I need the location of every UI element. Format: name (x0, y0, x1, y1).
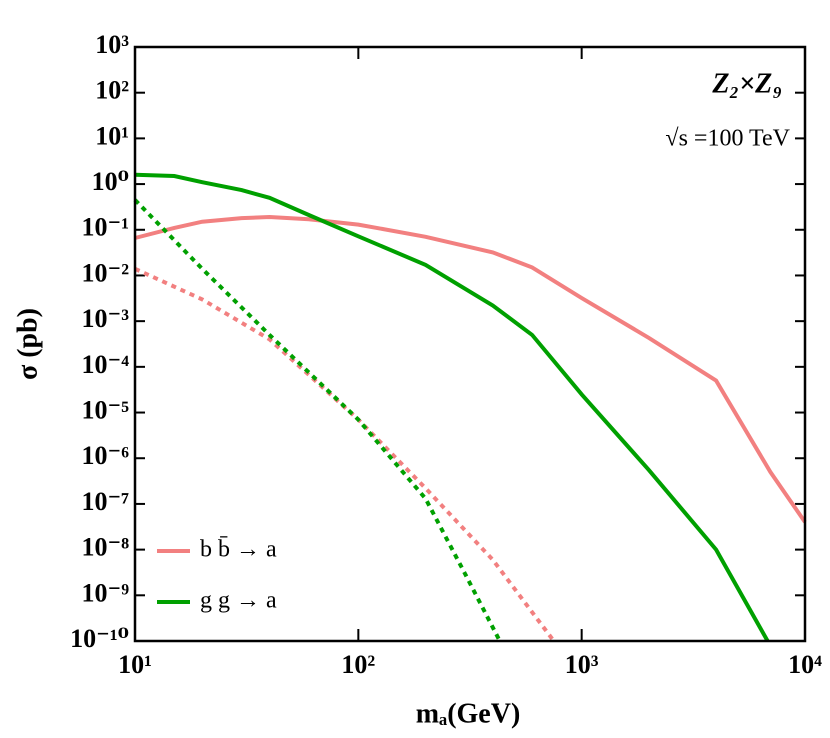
line (134, 172, 770, 642)
y-tick-label: 10⁻⁶ (81, 441, 129, 470)
y-tick-label: 10⁻¹ (81, 213, 129, 242)
y-tick-label: 10⁻¹⁰ (70, 624, 129, 653)
plot-frame (133, 45, 807, 643)
y-tick-label: 10⁻⁹ (81, 578, 129, 607)
x-tick-label: 10¹ (118, 650, 152, 679)
y-tick-label: 10² (95, 76, 129, 105)
y-tick-label: 10⁻³ (81, 304, 129, 333)
legend-label: g g → a (200, 588, 277, 614)
y-tick-label: 10⁻⁷ (81, 487, 129, 516)
y-axis-label: σ (pb) (12, 308, 43, 380)
x-tick-label: 10² (341, 650, 375, 679)
x-tick-label: 10³ (565, 650, 599, 679)
y-tick-label: 10⁻⁵ (81, 396, 129, 425)
y-tick-label: 10³ (95, 30, 129, 59)
legend-label: b b̄ → a (200, 536, 277, 562)
model-label: Z₂×Z₉ (711, 68, 782, 99)
dotted-line (133, 198, 502, 642)
energy-label: √s =100 TeV (665, 126, 790, 152)
y-tick-label: 10¹ (95, 121, 129, 150)
dotted-line (134, 266, 556, 643)
x-axis-label: mₐ(GeV) (416, 698, 521, 729)
y-tick-label: 10⁻⁴ (81, 350, 129, 379)
y-tick-label: 10⁻⁸ (81, 533, 129, 562)
line (134, 214, 807, 524)
y-tick-label: 10⁰ (92, 167, 129, 196)
x-tick-label: 10⁴ (788, 650, 822, 679)
y-tick-label: 10⁻² (81, 258, 129, 287)
